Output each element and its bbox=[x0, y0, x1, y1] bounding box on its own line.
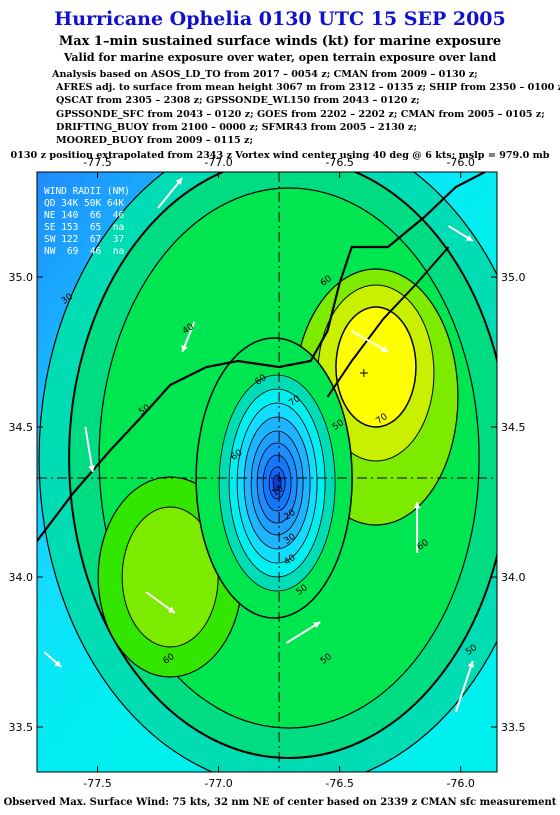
y-tick-label-right: 34.5 bbox=[501, 421, 526, 434]
analysis-line: QSCAT from 2305 – 2308 z; GPSSONDE_WL150… bbox=[56, 95, 420, 107]
y-tick-label-right: 33.5 bbox=[501, 721, 526, 734]
wind-maximum-core bbox=[335, 306, 417, 428]
wind-radii-row: SW 122 67 37 bbox=[44, 234, 125, 245]
x-tick-label-bottom: -77.0 bbox=[204, 777, 232, 790]
chart-subtitle: Max 1–min sustained surface winds (kt) f… bbox=[58, 34, 502, 49]
x-tick-label-top: -76.5 bbox=[325, 156, 353, 169]
position-note: 0130 z position extrapolated from 2343 z… bbox=[10, 150, 550, 161]
chart-subtitle-2: Valid for marine exposure over water, op… bbox=[63, 51, 497, 64]
y-tick-label-left: 34.5 bbox=[9, 421, 34, 434]
wind-radii-header: QD 34K 50K 64K bbox=[44, 198, 125, 209]
wind-vector-arrow bbox=[285, 621, 321, 644]
wind-vector-arrow bbox=[454, 660, 475, 713]
wind-vector-arrow bbox=[145, 591, 176, 614]
wind-vector-arrow bbox=[413, 502, 421, 553]
wind-vector-arrow bbox=[181, 321, 196, 353]
wind-vector-arrow bbox=[448, 225, 474, 242]
wind-radii-row: NW 69 46 na bbox=[44, 246, 125, 257]
wind-radii-title: WIND RADII (NM) bbox=[44, 186, 130, 197]
y-tick-label-left: 35.0 bbox=[9, 271, 34, 284]
x-tick-label-top: -76.0 bbox=[446, 156, 474, 169]
x-tick-label-top: -77.5 bbox=[83, 156, 111, 169]
analysis-line: MOORED_BUOY from 2009 – 0115 z; bbox=[56, 135, 254, 147]
analysis-sources: Analysis based on ASOS_LD_TO from 2017 –… bbox=[52, 68, 560, 147]
x-tick-label-top: -77.0 bbox=[204, 156, 232, 169]
observed-max-wind: Observed Max. Surface Wind: 75 kts, 32 n… bbox=[3, 797, 557, 808]
analysis-line: AFRES adj. to surface from mean height 3… bbox=[56, 82, 560, 94]
coastline bbox=[37, 172, 486, 542]
x-tick-label-bottom: -77.5 bbox=[83, 777, 111, 790]
wind-vector-arrow bbox=[351, 330, 389, 353]
chart-title: Hurricane Ophelia 0130 UTC 15 SEP 2005 bbox=[54, 8, 506, 30]
wind-radii-row: SE 153 65 na bbox=[44, 222, 125, 233]
wind-vector-arrow bbox=[43, 651, 62, 668]
x-tick-label-bottom: -76.5 bbox=[325, 777, 353, 790]
analysis-line: DRIFTING_BUOY from 2100 – 0000 z; SFMR43… bbox=[56, 121, 417, 133]
wind-vector-arrow bbox=[84, 426, 96, 473]
wind-radii-table: WIND RADII (NM) QD 34K 50K 64K NE 140 66… bbox=[44, 186, 130, 258]
y-tick-label-left: 34.0 bbox=[9, 571, 34, 584]
wind-vector-arrow bbox=[157, 177, 184, 209]
y-tick-label-right: 35.0 bbox=[501, 271, 526, 284]
analysis-line: Analysis based on ASOS_LD_TO from 2017 –… bbox=[52, 69, 478, 80]
position-marker bbox=[359, 369, 368, 377]
y-tick-label-right: 34.0 bbox=[501, 571, 526, 584]
analysis-line: GPSSONDE_SFC from 2043 – 0120 z; GOES fr… bbox=[56, 108, 545, 120]
wind-radii-row: NE 140 66 46 bbox=[44, 210, 125, 221]
y-tick-label-left: 33.5 bbox=[9, 721, 34, 734]
x-tick-label-bottom: -76.0 bbox=[446, 777, 474, 790]
plot-frame bbox=[36, 171, 498, 773]
